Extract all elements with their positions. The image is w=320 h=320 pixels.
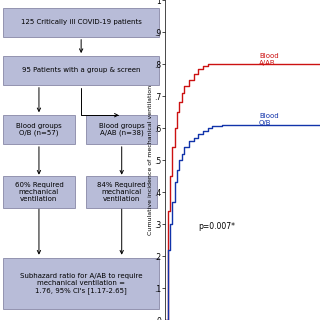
Text: Blood
O/B: Blood O/B (259, 114, 279, 126)
FancyBboxPatch shape (3, 56, 159, 85)
Text: 125 Critically ill COVID-19 patients: 125 Critically ill COVID-19 patients (21, 20, 141, 25)
FancyBboxPatch shape (3, 258, 159, 309)
Text: 60% Required
mechanical
ventilation: 60% Required mechanical ventilation (15, 182, 63, 202)
Text: p=0.007*: p=0.007* (198, 222, 235, 231)
Text: Blood groups
O/B (n=57): Blood groups O/B (n=57) (16, 123, 62, 136)
Text: Subhazard ratio for A/AB to require
mechanical ventilation =
1.76, 95% CI's [1.1: Subhazard ratio for A/AB to require mech… (20, 273, 142, 293)
FancyBboxPatch shape (86, 115, 157, 144)
Text: Blood
A/AB: Blood A/AB (259, 53, 279, 66)
FancyBboxPatch shape (3, 176, 75, 208)
FancyBboxPatch shape (86, 176, 157, 208)
FancyBboxPatch shape (3, 8, 159, 37)
Text: Blood groups
A/AB (n=38): Blood groups A/AB (n=38) (99, 123, 145, 136)
Y-axis label: Cumulative incidence of mechanical ventilation: Cumulative incidence of mechanical venti… (148, 85, 153, 235)
FancyBboxPatch shape (3, 115, 75, 144)
Text: 95 Patients with a group & screen: 95 Patients with a group & screen (22, 68, 140, 73)
Text: 84% Required
mechanical
ventilation: 84% Required mechanical ventilation (97, 182, 146, 202)
